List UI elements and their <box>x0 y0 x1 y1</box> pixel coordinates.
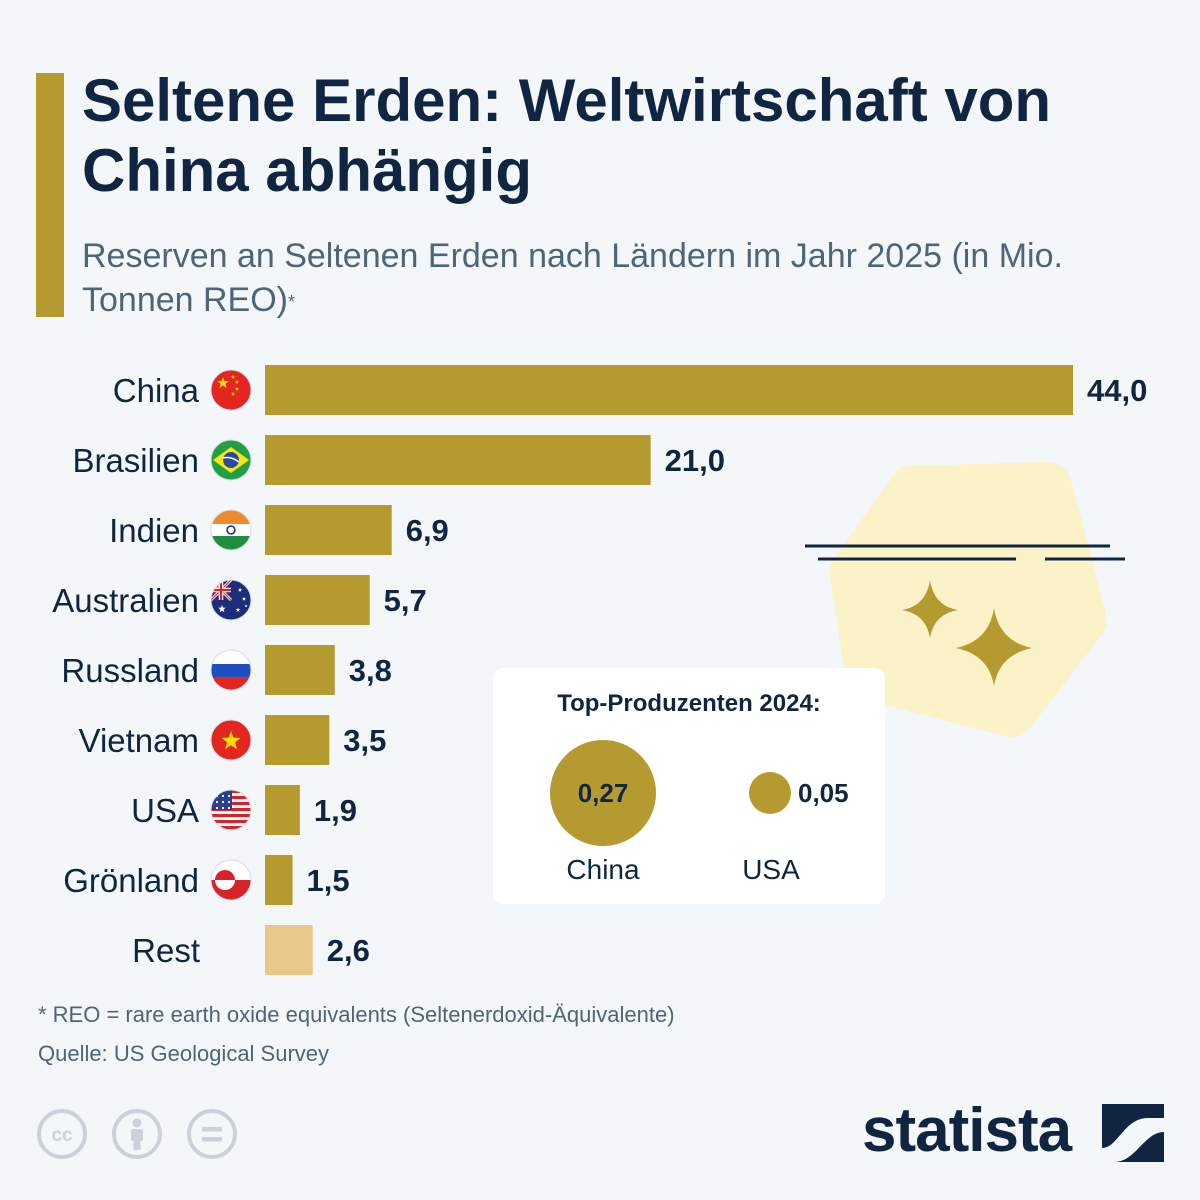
category-label: China <box>113 372 200 409</box>
category-label: USA <box>131 792 199 829</box>
value-label: 3,5 <box>343 723 386 758</box>
category-label: Rest <box>132 932 200 969</box>
value-label: 1,9 <box>314 793 357 828</box>
value-label: 44,0 <box>1087 373 1147 408</box>
producer-bubble-china <box>550 740 656 846</box>
value-label: 3,8 <box>349 653 392 688</box>
brazil-flag-icon <box>210 439 252 481</box>
subtitle-asterisk: * <box>288 292 296 312</box>
australia-flag-icon <box>210 579 252 621</box>
value-label: 2,6 <box>327 933 370 968</box>
footnote: * REO = rare earth oxide equivalents (Se… <box>38 1002 675 1027</box>
producer-value-usa: 0,05 <box>798 778 849 808</box>
value-label: 21,0 <box>665 443 725 478</box>
sparkle-illustration <box>805 462 1125 737</box>
bar-rest <box>265 925 313 975</box>
subtitle-text: Reserven an Seltenen Erden nach Ländern … <box>82 237 1063 319</box>
india-flag-icon <box>210 509 252 551</box>
bar-brasilien <box>265 435 651 485</box>
bar-china <box>265 365 1073 415</box>
china-flag-icon <box>210 369 252 411</box>
category-label: Indien <box>109 512 199 549</box>
cc-icon[interactable]: cc <box>36 1108 88 1160</box>
source-note: Quelle: US Geological Survey <box>38 1041 330 1066</box>
producers-title: Top-Produzenten 2024: <box>557 690 821 717</box>
vietnam-flag-icon <box>210 719 252 761</box>
usa-flag-icon <box>210 789 252 831</box>
bar-usa <box>265 785 300 835</box>
statista-logo-icon[interactable] <box>1102 1104 1164 1162</box>
bar-australien <box>265 575 370 625</box>
bar-indien <box>265 505 392 555</box>
sparkle-large-icon <box>956 608 1032 686</box>
russia-flag-icon <box>210 649 252 691</box>
no-derivatives-icon[interactable] <box>186 1108 238 1160</box>
statista-brand[interactable]: statista <box>862 1096 1072 1165</box>
bar-vietnam <box>265 715 330 765</box>
bar-chart: China Brasilien Indien Australien Russland Vi… <box>52 365 1147 975</box>
producer-name-china: China <box>566 854 640 885</box>
category-label: Vietnam <box>79 722 199 759</box>
category-label: Russland <box>61 652 199 689</box>
producer-bubble-usa <box>749 772 791 814</box>
title-accent-bar <box>36 73 64 317</box>
bar-russland <box>265 645 335 695</box>
page-subtitle: Reserven an Seltenen Erden nach Ländern … <box>82 234 1142 322</box>
decor-hexagon <box>829 462 1107 737</box>
attribution-icon[interactable] <box>111 1108 163 1160</box>
value-label: 6,9 <box>406 513 449 548</box>
bar-grönland <box>265 855 293 905</box>
category-label: Grönland <box>63 862 199 899</box>
greenland-flag-icon <box>210 859 252 901</box>
category-label: Australien <box>52 582 199 619</box>
producer-name-usa: USA <box>742 854 800 885</box>
value-label: 1,5 <box>307 863 350 898</box>
category-label: Brasilien <box>72 442 199 479</box>
sparkle-small-icon <box>902 580 958 638</box>
producer-value-china: 0,27 <box>577 778 629 808</box>
value-label: 5,7 <box>384 583 427 618</box>
producers-panel: Top-Produzenten 2024: 0,27 China 0,05 US… <box>493 668 885 904</box>
svg-text:cc: cc <box>51 1125 73 1146</box>
page-title: Seltene Erden: Weltwirtschaft von China … <box>82 67 1052 204</box>
